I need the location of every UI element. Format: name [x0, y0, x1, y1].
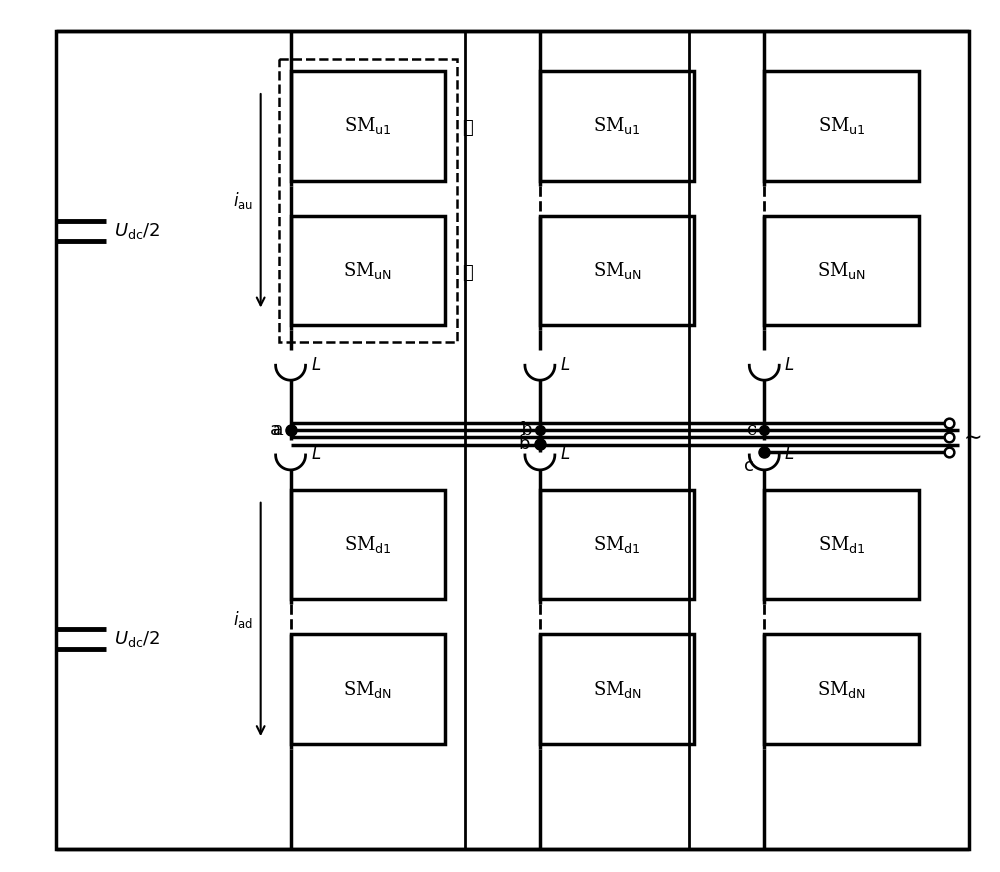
Bar — [540, 634, 694, 744]
Text: SM$_{\mathrm{d1}}$: SM$_{\mathrm{d1}}$ — [818, 535, 865, 555]
Text: SM$_{\mathrm{d1}}$: SM$_{\mathrm{d1}}$ — [593, 535, 641, 555]
Text: c: c — [744, 457, 754, 475]
Bar — [291, 72, 445, 181]
Text: $U_{\mathrm{dc}}/2$: $U_{\mathrm{dc}}/2$ — [114, 630, 160, 650]
Text: $i_{\mathrm{au}}$: $i_{\mathrm{au}}$ — [233, 190, 253, 211]
Text: SM$_{\mathrm{uN}}$: SM$_{\mathrm{uN}}$ — [593, 260, 642, 281]
Bar — [279, 59, 457, 343]
Text: SM$_{\mathrm{uN}}$: SM$_{\mathrm{uN}}$ — [817, 260, 866, 281]
Text: b: b — [518, 435, 530, 453]
Text: SM$_{\mathrm{uN}}$: SM$_{\mathrm{uN}}$ — [343, 260, 392, 281]
Text: SM$_{\mathrm{dN}}$: SM$_{\mathrm{dN}}$ — [343, 678, 392, 699]
Text: $L$: $L$ — [784, 446, 794, 463]
Text: $U_{\mathrm{dc}}/2$: $U_{\mathrm{dc}}/2$ — [114, 221, 160, 241]
Text: a: a — [272, 421, 283, 439]
Text: $L$: $L$ — [560, 357, 570, 374]
Text: $\sim$: $\sim$ — [959, 427, 981, 447]
Text: c: c — [746, 421, 756, 439]
Text: 臂: 臂 — [462, 264, 473, 282]
Text: $L$: $L$ — [311, 446, 321, 463]
Text: 桥: 桥 — [462, 119, 473, 138]
Bar — [291, 634, 445, 744]
Text: SM$_{\mathrm{u1}}$: SM$_{\mathrm{u1}}$ — [593, 115, 641, 137]
Text: $i_{\mathrm{ad}}$: $i_{\mathrm{ad}}$ — [233, 609, 253, 630]
Text: b: b — [520, 421, 532, 439]
Text: a: a — [269, 421, 281, 439]
Bar — [764, 215, 919, 325]
Text: $L$: $L$ — [560, 446, 570, 463]
Bar — [291, 490, 445, 599]
Text: $L$: $L$ — [311, 357, 321, 374]
Text: SM$_{\mathrm{d1}}$: SM$_{\mathrm{d1}}$ — [344, 535, 392, 555]
Bar — [764, 634, 919, 744]
Bar — [540, 215, 694, 325]
Bar — [764, 72, 919, 181]
Bar — [540, 490, 694, 599]
Bar — [764, 490, 919, 599]
Text: SM$_{\mathrm{u1}}$: SM$_{\mathrm{u1}}$ — [344, 115, 392, 137]
Text: SM$_{\mathrm{u1}}$: SM$_{\mathrm{u1}}$ — [818, 115, 865, 137]
Bar — [291, 215, 445, 325]
Text: SM$_{\mathrm{dN}}$: SM$_{\mathrm{dN}}$ — [817, 678, 866, 699]
Text: SM$_{\mathrm{dN}}$: SM$_{\mathrm{dN}}$ — [593, 678, 642, 699]
Text: $L$: $L$ — [784, 357, 794, 374]
Bar — [540, 72, 694, 181]
